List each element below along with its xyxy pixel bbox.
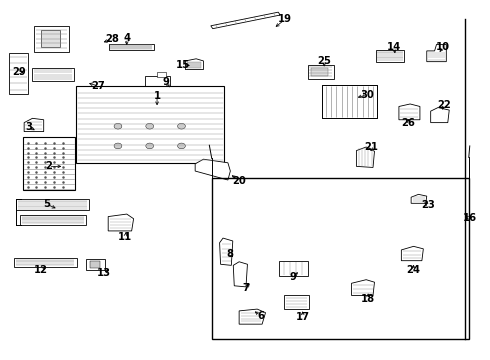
Text: 3: 3: [25, 122, 32, 132]
Text: 20: 20: [232, 176, 246, 186]
Text: 23: 23: [421, 200, 435, 210]
Bar: [308, 64, 334, 79]
Polygon shape: [233, 262, 247, 287]
Text: 19: 19: [278, 14, 292, 24]
Polygon shape: [220, 238, 233, 265]
Circle shape: [177, 123, 185, 129]
Text: 30: 30: [360, 90, 374, 100]
Bar: [41, 30, 60, 47]
Text: 11: 11: [118, 232, 132, 242]
Polygon shape: [195, 159, 230, 180]
Text: 12: 12: [34, 265, 48, 275]
Circle shape: [146, 143, 154, 149]
Polygon shape: [431, 108, 449, 123]
Text: 28: 28: [105, 35, 119, 44]
Polygon shape: [427, 44, 446, 62]
Bar: [376, 50, 404, 62]
Text: 5: 5: [44, 199, 50, 210]
Text: 10: 10: [436, 42, 450, 52]
Polygon shape: [411, 194, 427, 203]
Text: 29: 29: [12, 67, 26, 77]
Bar: [34, 26, 69, 51]
Text: 26: 26: [402, 118, 416, 128]
Bar: [9, 53, 28, 94]
Bar: [322, 85, 377, 118]
Text: 17: 17: [295, 312, 310, 322]
Bar: [279, 261, 308, 276]
Bar: [23, 137, 75, 190]
Text: 18: 18: [361, 294, 375, 304]
Circle shape: [114, 123, 122, 129]
Polygon shape: [211, 12, 280, 29]
Bar: [284, 295, 310, 309]
Text: 16: 16: [463, 213, 477, 222]
Text: 9: 9: [162, 77, 169, 87]
Text: 4: 4: [123, 33, 130, 43]
Circle shape: [146, 123, 154, 129]
Text: 1: 1: [153, 91, 161, 101]
Bar: [187, 62, 201, 68]
Bar: [311, 68, 328, 76]
Text: 15: 15: [175, 59, 190, 69]
Bar: [145, 76, 170, 87]
Polygon shape: [239, 309, 266, 324]
Text: 21: 21: [364, 142, 378, 152]
Circle shape: [114, 143, 122, 149]
Bar: [32, 68, 74, 81]
Polygon shape: [24, 118, 44, 132]
Bar: [90, 261, 100, 268]
Bar: [157, 72, 166, 77]
Polygon shape: [108, 214, 134, 231]
Bar: [109, 44, 154, 50]
Bar: [76, 86, 224, 163]
Text: 8: 8: [227, 248, 234, 258]
Text: 2: 2: [45, 161, 52, 171]
Text: 7: 7: [243, 283, 249, 293]
Bar: [212, 178, 469, 338]
Text: 27: 27: [92, 81, 105, 91]
Polygon shape: [185, 59, 203, 69]
Text: 22: 22: [438, 100, 451, 110]
Text: 24: 24: [407, 265, 420, 275]
Text: 25: 25: [317, 56, 331, 66]
Polygon shape: [356, 147, 374, 167]
Bar: [322, 85, 377, 118]
Bar: [86, 259, 105, 270]
Polygon shape: [399, 104, 420, 120]
Polygon shape: [401, 246, 423, 261]
Text: 13: 13: [98, 267, 111, 278]
Bar: [14, 258, 77, 267]
Polygon shape: [351, 280, 374, 296]
Text: 14: 14: [387, 42, 401, 52]
Bar: [16, 199, 89, 211]
Text: 6: 6: [257, 311, 264, 320]
Bar: [20, 215, 86, 225]
Text: 9: 9: [290, 272, 296, 282]
Circle shape: [177, 143, 185, 149]
